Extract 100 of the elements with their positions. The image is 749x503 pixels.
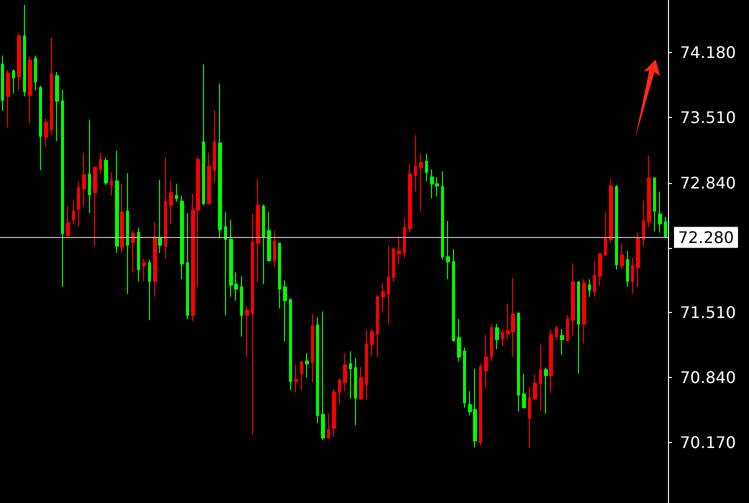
candlestick xyxy=(218,83,222,239)
candlestick xyxy=(131,230,135,273)
candlestick xyxy=(262,204,265,285)
candlestick xyxy=(642,200,645,247)
candlestick xyxy=(300,360,303,391)
candlestick xyxy=(110,172,113,196)
candlestick xyxy=(533,374,537,400)
candlestick xyxy=(180,195,184,280)
candlestick xyxy=(544,367,548,414)
ref-line-label: 72.280 xyxy=(678,228,734,247)
candlestick xyxy=(55,71,59,142)
candlestick xyxy=(408,164,412,234)
candlestick xyxy=(88,119,91,214)
candlestick xyxy=(609,178,613,244)
candlestick xyxy=(626,250,629,288)
candlestick xyxy=(349,350,352,400)
candlestick xyxy=(72,198,75,224)
candlestick xyxy=(664,216,667,239)
candlestick xyxy=(66,206,70,237)
candlestick xyxy=(522,373,526,408)
candlestick xyxy=(6,70,10,128)
candlestick xyxy=(148,259,151,321)
candlestick xyxy=(582,278,586,344)
candlestick xyxy=(381,282,385,313)
candlestick xyxy=(343,352,347,392)
candlestick xyxy=(463,346,466,408)
candlestick xyxy=(202,64,205,206)
candlestick xyxy=(598,253,602,287)
candlestick xyxy=(636,232,640,288)
candlestick xyxy=(571,263,575,336)
y-tick-label: 72.840 xyxy=(680,173,736,192)
candlestick xyxy=(267,212,271,262)
candlestick xyxy=(387,244,390,324)
candlestick xyxy=(479,363,482,446)
candlestick xyxy=(12,68,15,94)
y-tick-label: 71.510 xyxy=(680,302,736,322)
candlestick xyxy=(376,295,379,358)
candlestick xyxy=(354,358,357,426)
candlestick xyxy=(50,37,53,136)
candlestick xyxy=(289,298,292,391)
candlestick xyxy=(332,388,336,438)
candlestick xyxy=(175,183,178,202)
candlestick xyxy=(457,318,461,362)
candlestick xyxy=(647,155,651,228)
y-tick-label: 70.170 xyxy=(680,433,736,452)
candlestick xyxy=(186,212,189,320)
candlestick xyxy=(365,329,368,400)
candlestick xyxy=(283,280,287,342)
candlestick xyxy=(99,152,102,175)
candlestick xyxy=(484,334,488,388)
candlestick xyxy=(207,152,211,205)
candlestick xyxy=(316,316,319,424)
candlestick xyxy=(278,242,281,309)
candlestick xyxy=(224,212,227,316)
candlestick xyxy=(115,150,119,254)
candlestick xyxy=(539,344,542,412)
candlestick xyxy=(213,109,216,184)
candlestick xyxy=(392,246,395,283)
candlestick xyxy=(555,325,558,342)
candlestick xyxy=(446,220,450,280)
candlestick xyxy=(34,54,37,91)
candlestick xyxy=(153,221,157,298)
candlestick xyxy=(93,166,97,247)
candlestick xyxy=(359,366,363,400)
candlestick xyxy=(425,153,428,182)
candlestick xyxy=(631,257,634,294)
y-tick-label: 73.510 xyxy=(680,108,736,128)
candlestick xyxy=(164,157,167,260)
candlestick xyxy=(577,280,580,374)
candlestick xyxy=(245,306,249,358)
candlestick xyxy=(620,242,624,270)
candlestick xyxy=(104,157,108,186)
candlestick xyxy=(273,230,276,268)
candlestick xyxy=(169,180,173,224)
candlestick xyxy=(653,178,656,232)
candlestick xyxy=(549,329,553,394)
candlestick xyxy=(560,328,564,356)
candlestick xyxy=(604,212,607,256)
candlestick xyxy=(441,170,444,260)
candlestick xyxy=(403,218,406,258)
candlestick xyxy=(593,260,596,298)
candlestick xyxy=(142,258,146,282)
candlestick xyxy=(658,191,662,234)
candlestick xyxy=(294,364,298,393)
candlestick xyxy=(256,178,260,283)
candlestick xyxy=(158,179,162,254)
candlestick xyxy=(338,378,341,406)
candlestick xyxy=(137,227,140,282)
candlestick xyxy=(39,85,42,171)
candlestick xyxy=(327,412,330,440)
candlestick xyxy=(17,32,21,91)
y-tick-label: 74.180 xyxy=(680,43,736,62)
candlestick xyxy=(77,180,80,228)
candlestick xyxy=(419,153,423,212)
candlestick xyxy=(501,328,504,347)
candlestick xyxy=(311,314,314,383)
candlestick xyxy=(240,276,243,338)
candlestick xyxy=(517,312,520,412)
candlestick xyxy=(414,134,417,192)
candlestick xyxy=(490,323,493,362)
